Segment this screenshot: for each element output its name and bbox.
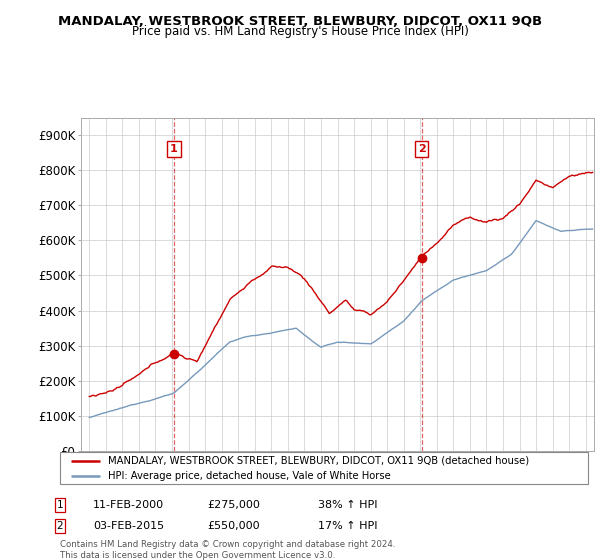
Text: 1: 1 [170,144,178,154]
Text: £275,000: £275,000 [207,500,260,510]
Text: MANDALAY, WESTBROOK STREET, BLEWBURY, DIDCOT, OX11 9QB (detached house): MANDALAY, WESTBROOK STREET, BLEWBURY, DI… [107,456,529,466]
Text: £550,000: £550,000 [207,521,260,531]
Text: 2: 2 [56,521,64,531]
Text: MANDALAY, WESTBROOK STREET, BLEWBURY, DIDCOT, OX11 9QB: MANDALAY, WESTBROOK STREET, BLEWBURY, DI… [58,15,542,28]
Text: 11-FEB-2000: 11-FEB-2000 [93,500,164,510]
Text: 38% ↑ HPI: 38% ↑ HPI [318,500,377,510]
Text: Contains HM Land Registry data © Crown copyright and database right 2024.
This d: Contains HM Land Registry data © Crown c… [60,540,395,559]
Text: 2: 2 [418,144,425,154]
FancyBboxPatch shape [60,452,588,484]
Text: Price paid vs. HM Land Registry's House Price Index (HPI): Price paid vs. HM Land Registry's House … [131,25,469,39]
Text: 03-FEB-2015: 03-FEB-2015 [93,521,164,531]
Text: HPI: Average price, detached house, Vale of White Horse: HPI: Average price, detached house, Vale… [107,470,390,480]
Text: 17% ↑ HPI: 17% ↑ HPI [318,521,377,531]
Text: 1: 1 [56,500,64,510]
